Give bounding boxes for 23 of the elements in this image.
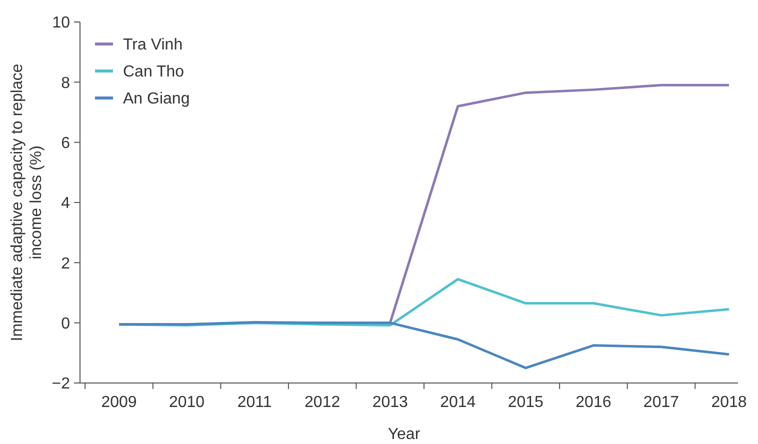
y-tick-label: 8	[61, 74, 70, 92]
x-tick-label: 2013	[372, 394, 408, 411]
x-tick-label: 2014	[440, 394, 476, 411]
legend-label: An Giang	[123, 90, 190, 108]
x-tick-label: 2016	[576, 394, 612, 411]
x-axis-title: Year	[388, 426, 421, 443]
x-tick-label: 2010	[168, 394, 205, 411]
x-tick-label: 2015	[508, 394, 544, 411]
y-tick-label: 6	[61, 134, 70, 152]
x-tick-label: 2009	[101, 394, 137, 411]
x-tick-label: 2017	[643, 394, 680, 411]
x-tick-label: 2011	[237, 394, 272, 411]
x-tick-label: 2018	[711, 394, 747, 411]
legend-label: Tra Vinh	[123, 36, 183, 54]
y-tick-label: 10	[52, 14, 70, 32]
y-tick-label: 2	[61, 255, 70, 272]
y-tick-label: 4	[61, 195, 70, 212]
y-axis-title: Immediate adaptive capacity to replace income loss (%)	[9, 64, 46, 342]
y-tick-label: 0	[61, 315, 70, 332]
legend-label: Can Tho	[123, 64, 184, 81]
x-tick-label: 2012	[304, 394, 340, 411]
line-series	[118, 320, 730, 370]
y-tick-label: −2	[52, 376, 70, 393]
